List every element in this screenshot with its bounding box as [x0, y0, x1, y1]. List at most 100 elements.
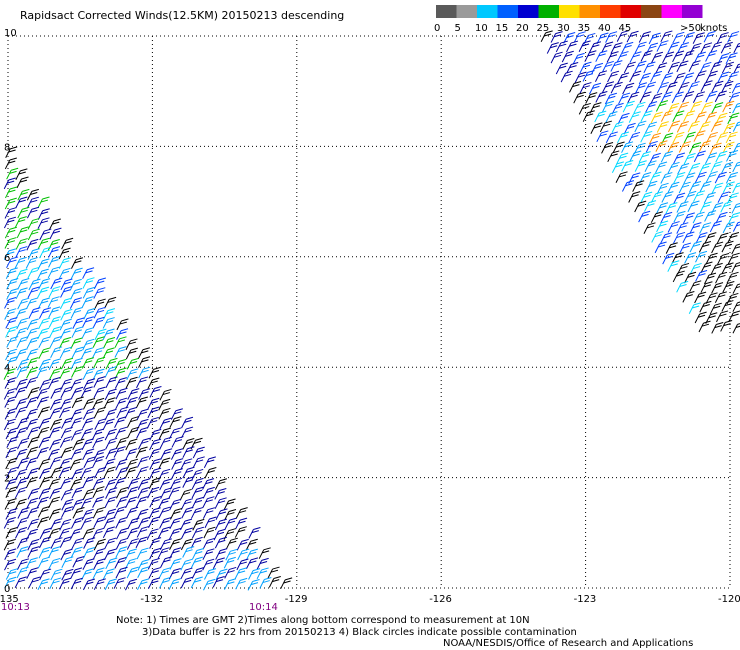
wind-barb: [115, 517, 128, 529]
wind-barb: [677, 81, 690, 94]
wind-barb: [180, 576, 193, 589]
wind-barb: [596, 130, 609, 143]
wind-barb: [159, 517, 172, 529]
wind-barb: [60, 286, 73, 298]
wind-barb: [667, 221, 680, 233]
wind-barb: [16, 417, 30, 429]
wind-barb: [61, 417, 74, 429]
wind-barb: [92, 368, 105, 381]
wind-barb: [621, 180, 635, 192]
wind-barb: [81, 568, 94, 581]
wind-barb: [48, 306, 61, 319]
wind-barb: [574, 71, 587, 84]
wind-barb: [665, 81, 678, 94]
wind-barb: [38, 358, 51, 371]
wind-barb: [618, 92, 631, 105]
wind-barb: [17, 278, 30, 290]
wind-barb: [644, 200, 657, 212]
wind-barb: [660, 150, 673, 163]
wind-barb: [616, 51, 629, 63]
wind-barb: [247, 579, 260, 591]
wind-barb: [700, 80, 713, 92]
wind-barb: [683, 131, 696, 144]
wind-barb: [683, 152, 696, 165]
wind-barb: [114, 358, 127, 371]
wind-barb: [589, 82, 602, 95]
wind-barb: [700, 42, 713, 54]
wind-barb: [114, 346, 127, 358]
wind-barb: [48, 286, 61, 298]
wind-barb: [714, 171, 727, 184]
wind-barb: [149, 386, 162, 398]
wind-barb: [125, 347, 138, 360]
wind-barb: [137, 486, 150, 499]
legend-label: >50: [680, 23, 701, 34]
wind-barb: [628, 191, 641, 203]
wind-barb: [621, 141, 634, 153]
wind-barb: [39, 228, 52, 241]
wind-barb: [50, 346, 63, 358]
wind-barb: [634, 41, 647, 54]
wind-barb: [103, 517, 116, 529]
wind-barb: [640, 110, 653, 123]
wind-barb: [16, 226, 29, 239]
wind-barb: [37, 506, 50, 518]
wind-barb: [715, 211, 728, 224]
legend-swatch: [497, 5, 518, 18]
wind-barb: [727, 31, 740, 43]
wind-barb: [699, 180, 712, 193]
wind-barb: [14, 256, 27, 269]
wind-barb: [149, 467, 162, 480]
wind-barb: [555, 40, 568, 53]
wind-barb: [81, 327, 94, 339]
wind-barb: [688, 60, 701, 72]
wind-barb: [137, 478, 150, 491]
wind-barb: [667, 260, 680, 272]
wind-barb: [682, 72, 695, 84]
wind-barb: [671, 252, 684, 264]
wind-barb: [26, 318, 39, 331]
wind-barb: [725, 52, 738, 65]
wind-barb: [5, 146, 18, 158]
wind-barb: [70, 517, 84, 529]
wind-barb: [148, 366, 161, 379]
wind-barb: [47, 448, 60, 461]
wind-barb: [656, 40, 669, 52]
wind-barb: [72, 507, 85, 519]
wind-barb: [138, 356, 151, 368]
wind-barb: [640, 191, 653, 204]
wind-barb: [49, 407, 62, 419]
wind-barb: [248, 527, 261, 539]
wind-barb: [709, 220, 722, 233]
wind-barb: [82, 527, 95, 540]
wind-barb: [594, 110, 607, 123]
wind-barb: [546, 42, 559, 54]
wind-barb: [71, 326, 84, 338]
wind-barb: [268, 576, 281, 588]
wind-barb: [711, 102, 724, 114]
wind-barb: [82, 267, 95, 279]
wind-barb: [82, 476, 95, 488]
wind-barb: [159, 436, 172, 449]
wind-barb: [695, 270, 708, 282]
wind-barb: [125, 448, 138, 460]
wind-barb: [191, 526, 205, 539]
legend-label: 30: [557, 23, 570, 34]
wind-barb: [168, 578, 181, 590]
wind-barb: [26, 206, 40, 219]
wind-barb: [136, 547, 149, 560]
wind-barb: [72, 317, 85, 329]
wind-barb: [70, 337, 83, 350]
wind-barb: [722, 141, 735, 154]
wind-barb: [4, 558, 17, 571]
wind-barb: [687, 81, 700, 93]
wind-barb: [3, 388, 16, 400]
wind-barb: [37, 237, 50, 250]
wind-barb: [726, 232, 740, 244]
wind-barb: [623, 61, 636, 74]
wind-barb: [705, 50, 718, 62]
wind-barb: [15, 168, 28, 180]
wind-barb: [699, 61, 712, 74]
wind-barb: [703, 30, 716, 43]
wind-barb: [38, 347, 51, 359]
